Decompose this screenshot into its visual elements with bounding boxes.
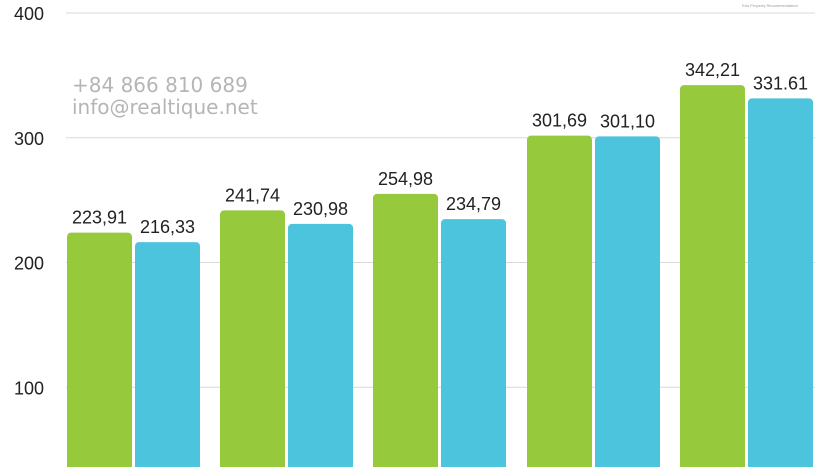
contact-watermark: +84 866 810 689 info@realtique.net xyxy=(72,74,258,118)
y-tick-label: 200 xyxy=(14,254,44,274)
contact-email: info@realtique.net xyxy=(72,95,258,119)
brand-tagline-text: Edu Property Recommendation xyxy=(742,3,798,8)
data-label-series-1-group-4: 301,69 xyxy=(532,111,587,131)
data-label-series-1-group-1: 223,91 xyxy=(72,208,127,228)
bar-series-2-group-4 xyxy=(595,136,660,467)
y-tick-label: 400 xyxy=(14,4,44,24)
bar-series-1-group-3 xyxy=(373,193,438,467)
data-label-series-2-group-1: 216,33 xyxy=(140,217,195,237)
data-labels: 223,91 241,74 254,98 301,69 342,21 216,33 230,… xyxy=(72,60,808,237)
brand-tagline: Edu Property Recommendation xyxy=(742,3,798,8)
data-label-series-2-group-2: 230,98 xyxy=(293,199,348,219)
data-label-series-1-group-3: 254,98 xyxy=(378,169,433,189)
contact-phone: +84 866 810 689 xyxy=(72,73,248,97)
y-tick-label: 300 xyxy=(14,129,44,149)
data-label-series-2-group-3: 234,79 xyxy=(446,194,501,214)
bar-series-1-group-4 xyxy=(527,135,592,467)
y-tick-label: 100 xyxy=(14,378,44,398)
bar-series-2-group-2 xyxy=(288,223,353,467)
bar-series-2-group-1 xyxy=(135,242,200,467)
bar-series-2-group-5 xyxy=(748,98,813,467)
bar-series-1-group-2 xyxy=(220,210,285,467)
data-label-series-2-group-5: 331.61 xyxy=(753,73,808,93)
bar-series-1-group-5 xyxy=(680,85,745,467)
y-axis: 100 200 300 400 xyxy=(14,4,44,398)
data-label-series-1-group-2: 241,74 xyxy=(225,185,280,205)
data-label-series-1-group-5: 342,21 xyxy=(685,60,740,80)
bars xyxy=(67,85,813,467)
bar-series-2-group-3 xyxy=(441,219,506,467)
bar-series-1-group-1 xyxy=(67,232,132,467)
data-label-series-2-group-4: 301,10 xyxy=(600,111,655,131)
